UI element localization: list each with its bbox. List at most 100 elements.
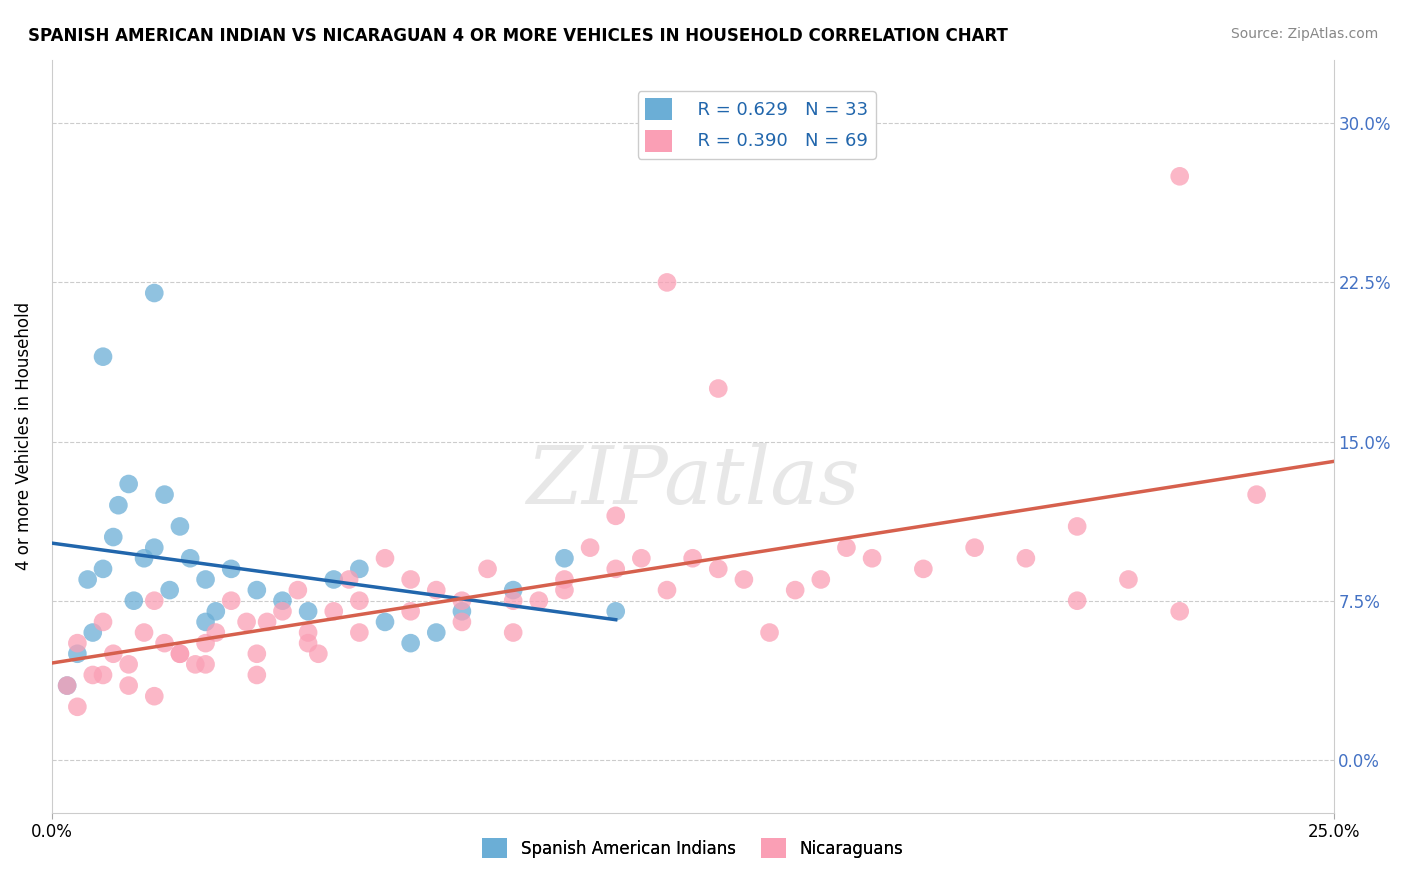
Point [337, 573, 360, 587]
Point [66, 636, 89, 650]
Point [287, 583, 309, 598]
Point [451, 604, 474, 618]
Point [143, 593, 166, 607]
Point [56, 679, 79, 693]
Point [785, 583, 807, 598]
Point [219, 593, 242, 607]
Point [835, 541, 858, 555]
Point [184, 657, 207, 672]
Text: ZIPatlas: ZIPatlas [526, 442, 859, 520]
Point [66, 699, 89, 714]
Point [82, 668, 104, 682]
Point [297, 625, 319, 640]
Point [256, 615, 278, 629]
Point [477, 562, 499, 576]
Point [707, 562, 730, 576]
Point [1168, 604, 1191, 618]
Point [271, 593, 294, 607]
Point [322, 604, 344, 618]
Point [1168, 169, 1191, 184]
Point [122, 593, 145, 607]
Point [204, 604, 226, 618]
Point [451, 615, 474, 629]
Point [143, 285, 166, 300]
Point [194, 657, 217, 672]
Point [246, 668, 269, 682]
Point [271, 604, 294, 618]
Point [1066, 593, 1088, 607]
Point [860, 551, 883, 566]
Point [91, 615, 114, 629]
Point [349, 562, 371, 576]
Point [963, 541, 986, 555]
Point [707, 382, 730, 396]
Point [655, 276, 678, 290]
Point [118, 657, 141, 672]
Point [502, 593, 524, 607]
Point [322, 573, 344, 587]
Point [553, 551, 575, 566]
Point [91, 350, 114, 364]
Point [235, 615, 257, 629]
Point [143, 689, 166, 703]
Point [169, 647, 191, 661]
Point [399, 573, 422, 587]
Point [297, 636, 319, 650]
Point [425, 625, 447, 640]
Point [118, 679, 141, 693]
Point [169, 647, 191, 661]
Point [246, 647, 269, 661]
Point [66, 647, 89, 661]
Point [143, 541, 166, 555]
Point [502, 625, 524, 640]
Point [179, 551, 201, 566]
Text: Source: ZipAtlas.com: Source: ZipAtlas.com [1230, 27, 1378, 41]
Point [118, 477, 141, 491]
Point [553, 583, 575, 598]
Point [307, 647, 329, 661]
Point [103, 647, 125, 661]
Point [349, 593, 371, 607]
Point [246, 583, 269, 598]
Point [169, 519, 191, 533]
Point [527, 593, 550, 607]
Point [605, 604, 627, 618]
Point [605, 562, 627, 576]
Point [91, 562, 114, 576]
Point [204, 625, 226, 640]
Point [502, 583, 524, 598]
Point [1015, 551, 1038, 566]
Point [194, 573, 217, 587]
Point [297, 604, 319, 618]
Point [758, 625, 780, 640]
Point [153, 636, 176, 650]
Point [605, 508, 627, 523]
Point [374, 615, 396, 629]
Point [733, 573, 755, 587]
Point [451, 593, 474, 607]
Point [82, 625, 104, 640]
Point [810, 573, 832, 587]
Point [159, 583, 181, 598]
Point [1246, 487, 1268, 501]
Point [194, 636, 217, 650]
Point [349, 625, 371, 640]
Point [374, 551, 396, 566]
Point [132, 625, 155, 640]
Point [194, 615, 217, 629]
Text: SPANISH AMERICAN INDIAN VS NICARAGUAN 4 OR MORE VEHICLES IN HOUSEHOLD CORRELATIO: SPANISH AMERICAN INDIAN VS NICARAGUAN 4 … [28, 27, 1008, 45]
Point [56, 679, 79, 693]
Y-axis label: 4 or more Vehicles in Household: 4 or more Vehicles in Household [15, 302, 32, 570]
Point [579, 541, 602, 555]
Point [1066, 519, 1088, 533]
Point [655, 583, 678, 598]
Point [630, 551, 652, 566]
Point [103, 530, 125, 544]
Point [399, 636, 422, 650]
Point [219, 562, 242, 576]
Point [553, 573, 575, 587]
Point [76, 573, 98, 587]
Point [425, 583, 447, 598]
Point [132, 551, 155, 566]
Point [1118, 573, 1140, 587]
